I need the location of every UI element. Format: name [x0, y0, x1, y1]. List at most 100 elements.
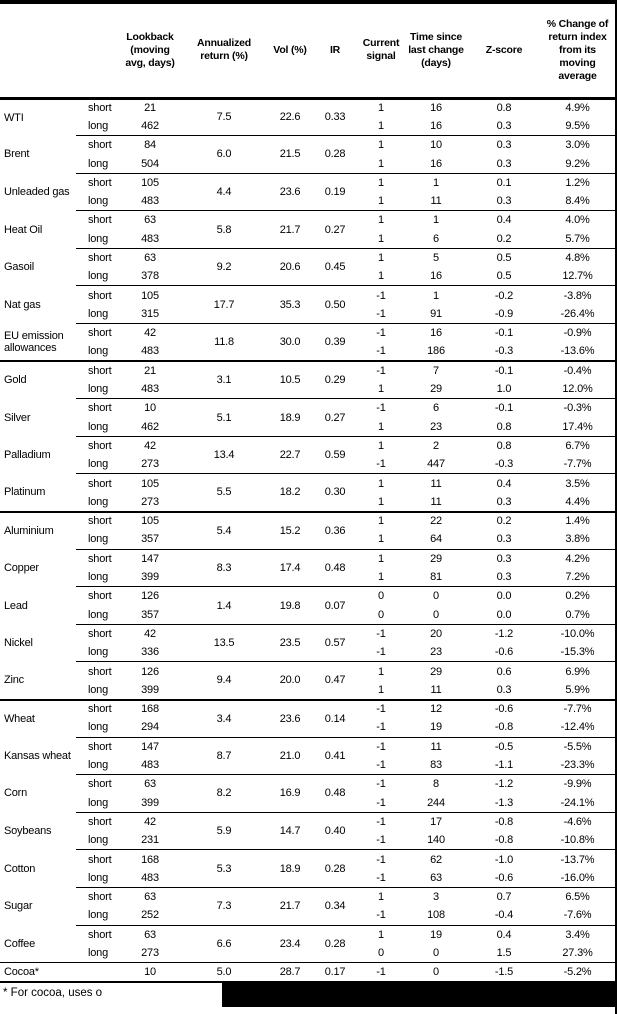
- lookback-value: 126: [120, 661, 180, 681]
- table-row-kansas-wheat-short: Kansas wheat short 147 8.7 21.0 0.41 -1 11 -0.5-…: [0, 736, 615, 775]
- current-signal-value: 1: [378, 495, 384, 508]
- lookback-value: 63: [120, 774, 180, 794]
- current-signal-value: 1: [378, 102, 384, 115]
- time-since-value: 108: [427, 909, 445, 922]
- lookback-value: 10: [120, 398, 180, 418]
- table-row-nat-gas-short: Nat gas short 105 17.7 35.3 0.50 -1 1 -0.2 -3.8%: [0, 285, 615, 324]
- ir-value: 0.28: [312, 849, 358, 888]
- time-since-value: 64: [430, 533, 442, 546]
- ir-value: 0.27: [312, 398, 358, 437]
- table-row-wti-long: long 462 1 16 0.3 9.5%: [0, 117, 615, 136]
- annualized-return-value: 5.1: [180, 398, 268, 437]
- table-header: Lookback (moving avg, days) Annualized re…: [0, 4, 615, 100]
- table-row-wti-short: WTI short 21 7.5 22.6 0.33 1 16 0.8 4.9%: [0, 98, 615, 123]
- annualized-return-value: 4.4: [180, 172, 268, 211]
- table-row-unleaded-gas-short: Unleaded gas short 105 4.4 23.6 0.19 1 1 0.1 1.2%: [0, 172, 615, 211]
- z-score-value: 0.3: [496, 571, 512, 584]
- z-score-value: -0.4: [494, 909, 514, 922]
- time-since-value: 244: [427, 796, 445, 809]
- period-label: long: [88, 533, 108, 546]
- time-since-value: 6: [404, 398, 468, 418]
- pct-change-value: 7.2%: [565, 571, 590, 584]
- annualized-return-value: 5.5: [180, 473, 268, 512]
- z-score-value: -1.2: [468, 623, 540, 644]
- annualized-return-value: 1.4: [180, 586, 268, 625]
- z-score-value: 0.2: [468, 510, 540, 531]
- pct-change-value: 0.2%: [540, 586, 615, 606]
- current-signal-value: -1: [376, 871, 386, 884]
- time-since-value: 3: [404, 886, 468, 907]
- pct-change-value: 5.9%: [565, 683, 590, 696]
- table-row-sugar-short: Sugar short 63 7.3 21.7 0.34 1 3 0.7 6.5%: [0, 886, 615, 926]
- current-signal-value: -1: [358, 623, 404, 644]
- period-label: long: [88, 646, 108, 659]
- period-label: long: [88, 759, 108, 772]
- pct-change-value: 5.7%: [565, 232, 590, 245]
- commodity-name: Aluminium: [0, 510, 76, 550]
- period-label: short: [76, 736, 120, 756]
- period-label: short: [76, 247, 120, 268]
- vol-value: 23.6: [268, 172, 312, 211]
- pct-change-value: -15.3%: [560, 646, 595, 659]
- z-score-value: 0.0: [496, 608, 512, 621]
- vol-value: 16.9: [268, 774, 312, 813]
- time-since-value: 186: [427, 345, 445, 358]
- table-row-copper-long: long 399 1 81 0.3 7.2%: [0, 568, 615, 587]
- period-label: long: [88, 270, 108, 283]
- annualized-return-value: 5.3: [180, 849, 268, 888]
- pct-change-value: 1.4%: [540, 510, 615, 531]
- ir-value: 0.59: [312, 435, 358, 474]
- lookback-value: 483: [141, 759, 159, 772]
- z-score-value: -0.1: [468, 323, 540, 343]
- lookback-value: 273: [141, 947, 159, 959]
- redaction-bar: [222, 983, 615, 1008]
- lookback-value: 462: [141, 420, 159, 433]
- vol-value: 17.4: [268, 548, 312, 587]
- vol-value: 15.2: [268, 510, 312, 550]
- annualized-return-value: 7.3: [180, 886, 268, 926]
- time-since-value: 16: [430, 270, 442, 283]
- lookback-value: 315: [141, 307, 159, 320]
- pct-change-value: 4.4%: [565, 495, 590, 508]
- z-score-value: -1.1: [494, 759, 514, 772]
- commodity-name: Wheat: [0, 698, 76, 738]
- table-row-gasoil-short: Gasoil short 63 9.2 20.6 0.45 1 5 0.5 4.8%: [0, 247, 615, 286]
- commodity-name: Brent: [4, 148, 30, 161]
- pct-change-value: -10.8%: [560, 834, 595, 847]
- time-since-value: 62: [404, 849, 468, 869]
- column-header-1: [76, 4, 120, 100]
- z-score-value: -0.3: [494, 458, 514, 471]
- time-since-value: 16: [404, 323, 468, 343]
- table-row-brent-long: long 504 1 16 0.3 9.2%: [0, 154, 615, 173]
- pct-change-value: -10.0%: [540, 623, 615, 644]
- period-label: long: [88, 195, 108, 208]
- table-row-zinc-long: long 399 1 11 0.3 5.9%: [0, 681, 615, 700]
- current-signal-value: 0: [378, 947, 384, 959]
- current-signal-value: 1: [378, 533, 384, 546]
- current-signal-value: 1: [358, 435, 404, 456]
- lookback-value: 357: [141, 533, 159, 546]
- vol-value: 18.9: [268, 398, 312, 437]
- table-row-wheat-long: long 294 -1 19 -0.8 -12.4%: [0, 718, 615, 737]
- table-row-aluminium-short: Aluminium short 105 5.4 15.2 0.36 1 22 0.2 1.4%: [0, 510, 615, 550]
- time-since-value: 8: [404, 774, 468, 794]
- current-signal-value: -1: [358, 285, 404, 305]
- period-label: long: [88, 345, 108, 358]
- lookback-value: 294: [141, 721, 159, 734]
- period-label: short: [88, 102, 112, 115]
- lookback-value: 42: [120, 623, 180, 644]
- current-signal-value: -1: [358, 323, 404, 343]
- vol-value: 22.6: [279, 111, 301, 124]
- lookback-value: 273: [141, 495, 159, 508]
- vol-value: 22.7: [268, 435, 312, 474]
- ir-value: 0.48: [312, 774, 358, 813]
- time-since-value: 16: [430, 157, 442, 170]
- period-label: long: [88, 119, 108, 132]
- lookback-value: 504: [141, 157, 159, 170]
- lookback-value: 126: [120, 586, 180, 606]
- vol-value: 20.6: [268, 247, 312, 286]
- current-signal-value: -1: [358, 811, 404, 832]
- period-label: long: [88, 608, 108, 621]
- z-score-value: 0.4: [468, 473, 540, 493]
- time-since-value: 0: [404, 962, 468, 982]
